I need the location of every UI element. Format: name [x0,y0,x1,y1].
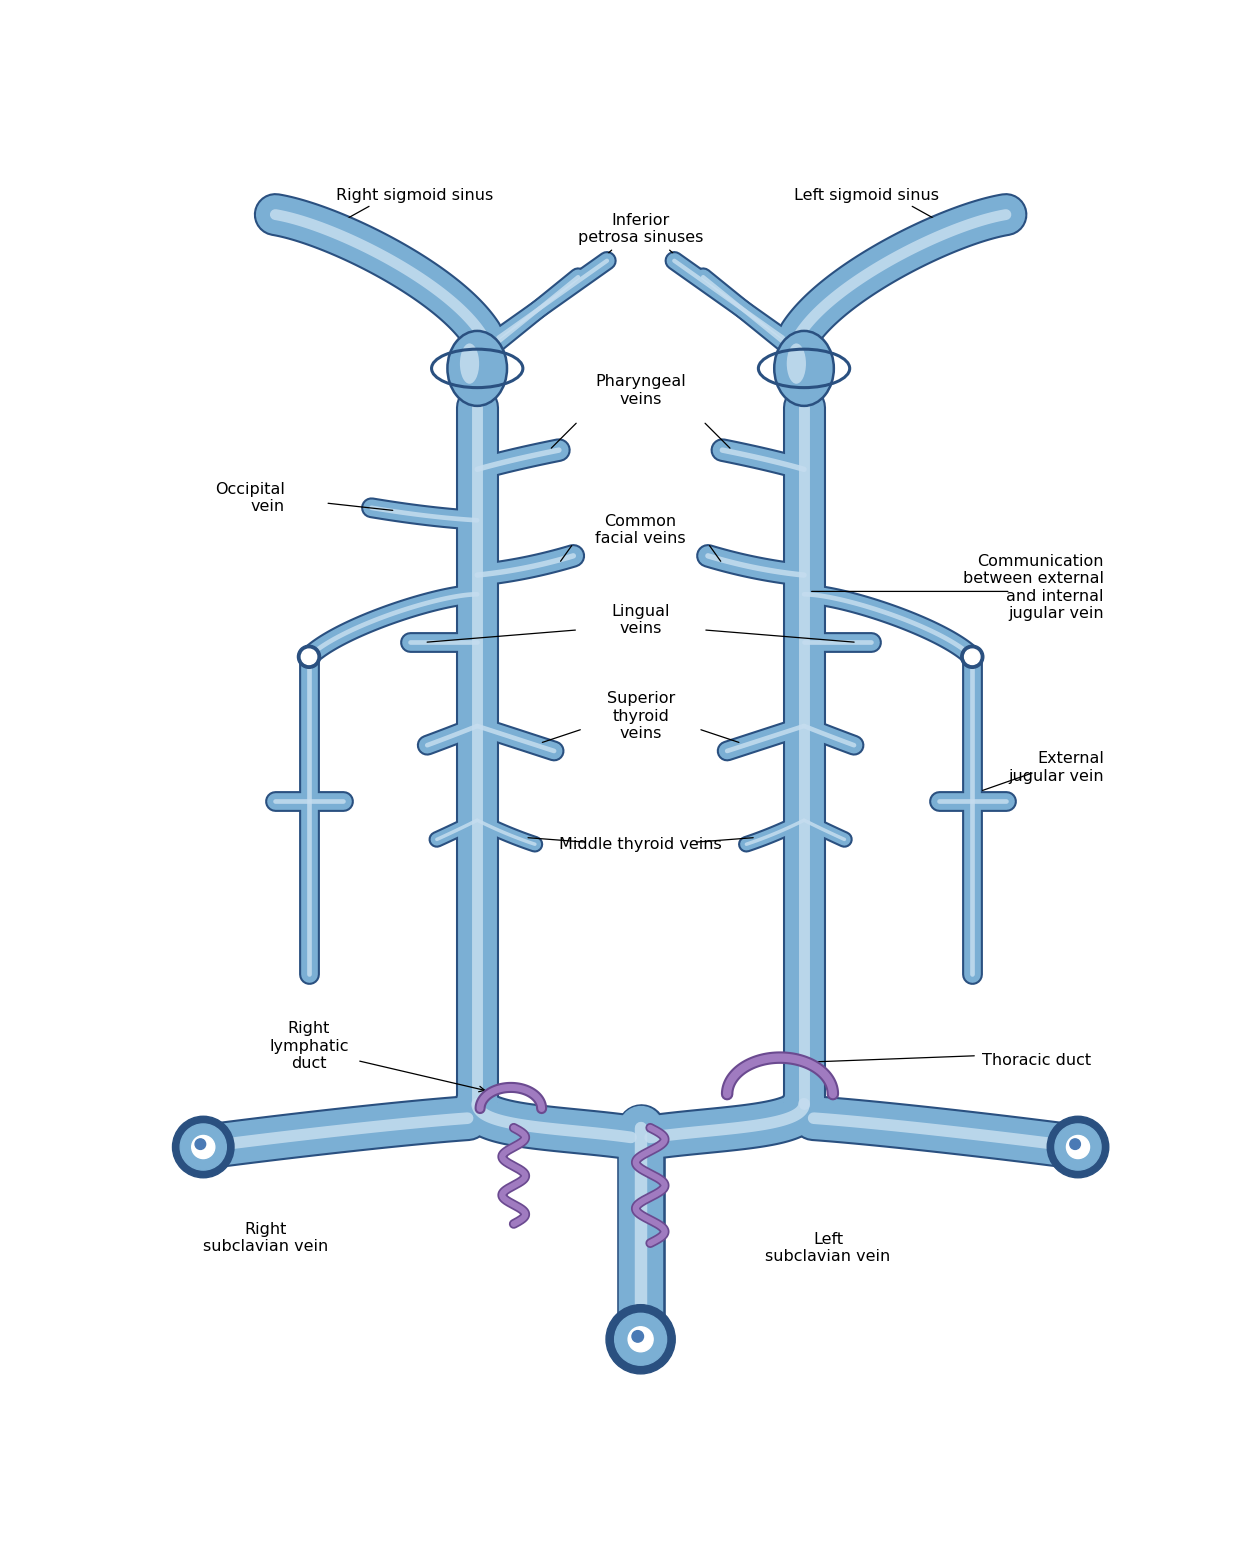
Circle shape [1055,1124,1101,1170]
Text: Occipital
vein: Occipital vein [215,481,285,514]
Text: Left sigmoid sinus: Left sigmoid sinus [794,187,939,203]
Circle shape [191,1136,215,1158]
Circle shape [298,646,320,669]
Circle shape [606,1305,675,1375]
Circle shape [629,1327,652,1351]
Text: Right sigmoid sinus: Right sigmoid sinus [336,187,494,203]
Circle shape [180,1124,226,1170]
Circle shape [1066,1136,1090,1158]
Text: Pharyngeal
veins: Pharyngeal veins [595,375,686,407]
Ellipse shape [786,344,806,384]
Circle shape [632,1331,644,1342]
Circle shape [1070,1139,1080,1150]
Ellipse shape [460,344,479,384]
Text: Communication
between external
and internal
jugular vein: Communication between external and inter… [962,554,1104,621]
Circle shape [195,1139,206,1150]
Text: Common
facial veins: Common facial veins [595,514,686,546]
Text: Right
lymphatic
duct: Right lymphatic duct [269,1022,349,1071]
Ellipse shape [774,331,834,406]
Text: Lingual
veins: Lingual veins [611,604,670,636]
Text: Middle thyroid veins: Middle thyroid veins [559,837,722,851]
Circle shape [173,1116,234,1178]
Circle shape [961,646,984,669]
Text: Right
subclavian vein: Right subclavian vein [202,1221,329,1254]
Ellipse shape [448,331,508,406]
Circle shape [615,1313,666,1365]
Circle shape [965,649,980,664]
Text: Left
subclavian vein: Left subclavian vein [765,1232,891,1265]
Text: External
jugular vein: External jugular vein [1009,751,1104,783]
Text: Thoracic duct: Thoracic duct [981,1053,1091,1068]
Text: Superior
thyroid
veins: Superior thyroid veins [606,692,675,741]
Circle shape [1048,1116,1109,1178]
Circle shape [301,649,316,664]
Text: Inferior
petrosa sinuses: Inferior petrosa sinuses [578,214,704,246]
